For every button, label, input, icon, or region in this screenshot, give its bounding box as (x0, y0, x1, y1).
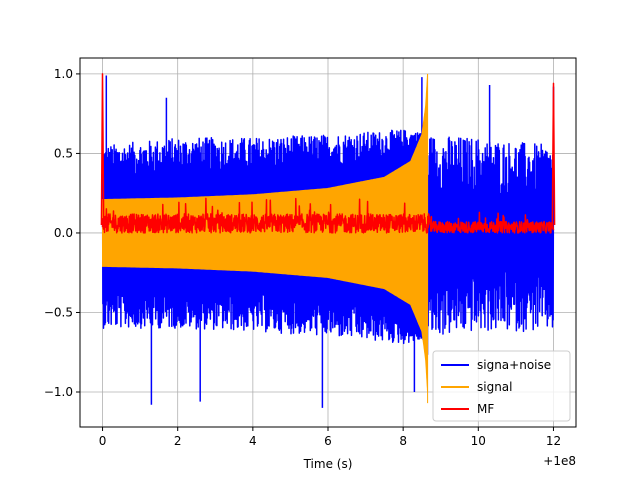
series-signal-line (102, 73, 429, 404)
series-mf-line (100, 73, 556, 234)
ticks: 0 2 4 6 8 10 12 1.0 0.5 0.0 −0.5 −1.0 (44, 67, 561, 448)
y-tick-label: 0.0 (54, 226, 73, 240)
plot-data (100, 73, 556, 408)
x-offset-text: +1e8 (543, 454, 576, 468)
y-tick-label: 1.0 (54, 67, 73, 81)
y-tick-label: 0.5 (54, 146, 73, 160)
legend-label: signal (477, 380, 513, 394)
y-tick-label: −1.0 (44, 385, 73, 399)
x-tick-label: 8 (399, 434, 407, 448)
x-tick-label: 2 (174, 434, 182, 448)
legend: signa+noise signal MF (432, 350, 571, 422)
x-tick-label: 0 (99, 434, 107, 448)
y-tick-label: −0.5 (44, 305, 73, 319)
legend-box (432, 350, 571, 422)
x-tick-label: 4 (249, 434, 257, 448)
legend-label: MF (477, 402, 494, 416)
x-tick-label: 6 (324, 434, 332, 448)
x-tick-label: 12 (546, 434, 561, 448)
legend-label: signa+noise (477, 358, 551, 372)
x-tick-label: 10 (471, 434, 486, 448)
x-axis-label: Time (s) (303, 457, 353, 471)
